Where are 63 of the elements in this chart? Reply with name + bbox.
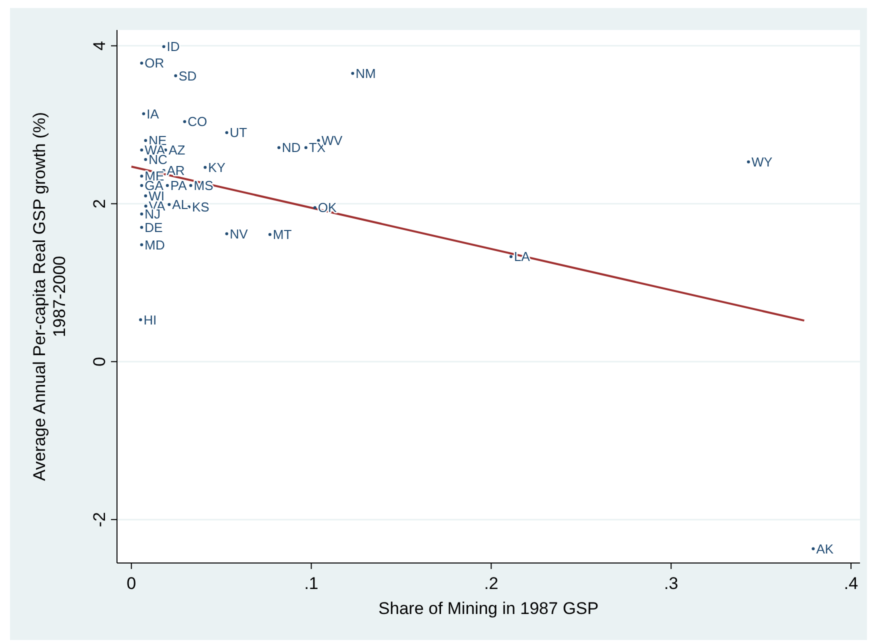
y-tick-label: 0 [90, 356, 109, 366]
point [304, 146, 308, 150]
x-tick-label: .3 [664, 574, 678, 593]
point [144, 139, 148, 142]
data-label: HI [144, 312, 157, 328]
point [509, 255, 512, 258]
point [140, 212, 144, 216]
point [144, 158, 148, 161]
y-tick-label: 2 [90, 198, 109, 208]
data-label: UT [230, 125, 248, 140]
point [166, 184, 169, 188]
data-label: SD [178, 68, 197, 84]
data-label: KS [192, 199, 210, 214]
data-label: AR [166, 163, 185, 178]
data-label: MD [144, 237, 165, 252]
point [189, 184, 192, 188]
data-label: PA [170, 178, 188, 194]
y-tick-label: -2 [90, 512, 109, 528]
point [162, 45, 166, 48]
point [140, 148, 144, 152]
x-axis-title: Share of Mining in 1987 GSP [378, 599, 599, 618]
data-label: IA [146, 106, 160, 122]
data-label: KY [208, 160, 226, 175]
point [316, 139, 320, 142]
point [140, 62, 144, 65]
x-tick-label: 0 [126, 574, 136, 593]
point [144, 204, 148, 208]
point [204, 166, 207, 169]
x-tick-label: .4 [844, 574, 858, 593]
point [746, 160, 750, 164]
data-label: OR [144, 56, 164, 71]
y-tick-label: 4 [90, 41, 109, 51]
point [225, 232, 228, 236]
data-label: AZ [168, 142, 186, 158]
point [183, 120, 186, 124]
data-label: AK [816, 541, 834, 556]
point [313, 206, 316, 210]
x-tick-label: .1 [304, 574, 318, 593]
point [139, 318, 142, 322]
point [140, 243, 144, 246]
point [140, 174, 144, 178]
point [168, 203, 171, 206]
data-label: ID [166, 39, 180, 54]
point [225, 131, 228, 134]
point [812, 547, 815, 550]
point [277, 146, 280, 150]
data-label: ND [282, 140, 301, 156]
x-tick-label: .2 [484, 574, 498, 593]
data-label: WY [751, 154, 773, 170]
data-label: AL [172, 197, 188, 212]
point [351, 72, 354, 75]
point [140, 226, 144, 229]
point [140, 184, 144, 188]
point [142, 112, 146, 116]
data-label: NM [356, 66, 376, 81]
data-label: MT [272, 227, 292, 242]
point [174, 74, 178, 78]
y-axis-title: Average Annual Per-capita Real GSP growth (%) 1987-2000 [30, 112, 69, 481]
data-label: DE [144, 220, 164, 235]
data-label: CO [188, 114, 208, 130]
point [268, 233, 272, 236]
point [144, 194, 148, 198]
data-label: NV [230, 226, 248, 242]
